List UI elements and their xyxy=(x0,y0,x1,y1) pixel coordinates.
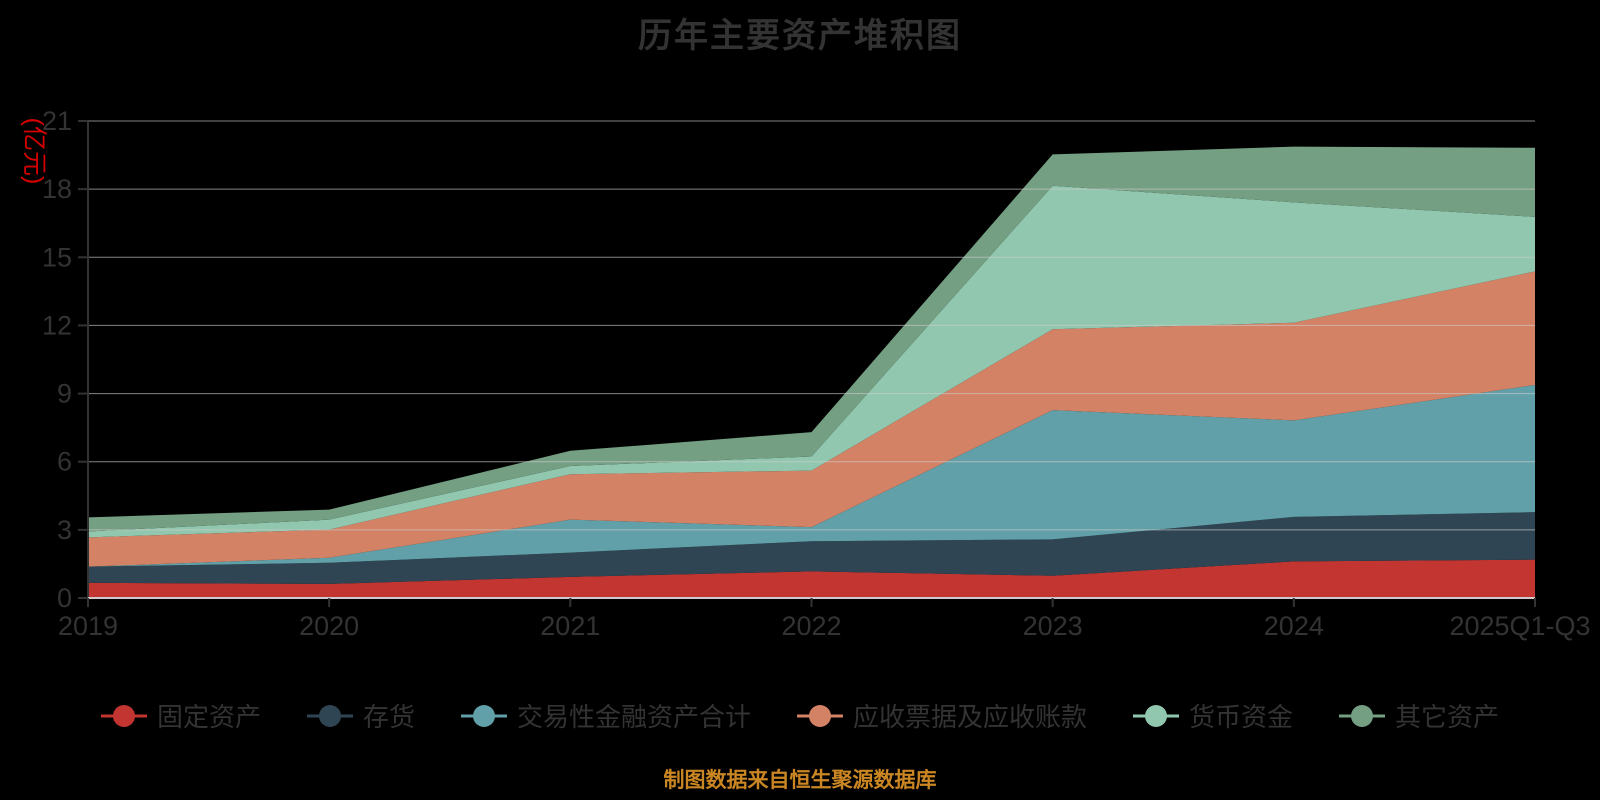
area-应收票据及应收账款 xyxy=(88,271,1535,567)
legend-label: 应收票据及应收账款 xyxy=(853,702,1088,732)
legend-marker-icon xyxy=(100,704,147,727)
legend-item-应收票据及应收账款[interactable]: 应收票据及应收账款 xyxy=(797,697,1087,734)
legend-label: 固定资产 xyxy=(156,702,261,732)
x-tick-label: 2019 xyxy=(58,611,118,641)
x-tick-label: 2023 xyxy=(1023,611,1083,641)
legend-item-交易性金融资产合计[interactable]: 交易性金融资产合计 xyxy=(460,697,751,734)
legend-marker-icon xyxy=(797,704,843,727)
legend-marker-icon xyxy=(1339,704,1386,727)
area-交易性金融资产合计 xyxy=(88,384,1535,567)
y-tick-label: 15 xyxy=(42,242,72,272)
legend-label: 货币资金 xyxy=(1189,702,1294,732)
footer-note: 制图数据来自恒生聚源数据库 xyxy=(663,769,937,792)
x-tick-label: 2024 xyxy=(1264,611,1324,641)
x-tick-label: 2022 xyxy=(781,611,841,641)
y-tick-label: 12 xyxy=(42,310,72,340)
legend-marker-icon xyxy=(460,704,507,727)
legend: 固定资产 存货 交易性金融资产合计 应收票据及应收账款 货币资金 其它资产 xyxy=(0,697,1600,734)
y-tick-label: 0 xyxy=(57,583,72,613)
legend-label: 交易性金融资产合计 xyxy=(516,702,751,732)
chart-title: 历年主要资产堆积图 xyxy=(638,17,962,55)
legend-item-货币资金[interactable]: 货币资金 xyxy=(1133,697,1293,734)
legend-marker-icon xyxy=(1133,704,1180,727)
legend-marker-icon xyxy=(306,704,353,727)
x-tick-label: 2021 xyxy=(540,611,600,641)
x-tick-label: 2025Q1-Q3 xyxy=(1449,611,1590,641)
y-tick-label: 21 xyxy=(42,106,72,136)
legend-label: 存货 xyxy=(362,702,415,732)
y-tick-label: 18 xyxy=(42,174,72,204)
x-tick-label: 2020 xyxy=(299,611,359,641)
y-tick-label: 3 xyxy=(57,515,72,545)
y-tick-label: 9 xyxy=(57,379,72,409)
legend-item-存货[interactable]: 存货 xyxy=(306,697,415,734)
y-tick-label: 6 xyxy=(57,447,72,477)
area-货币资金 xyxy=(88,185,1535,538)
area-其它资产 xyxy=(88,146,1535,532)
legend-item-固定资产[interactable]: 固定资产 xyxy=(100,697,261,734)
area-固定资产 xyxy=(88,559,1535,598)
legend-item-其它资产[interactable]: 其它资产 xyxy=(1339,697,1499,734)
legend-label: 其它资产 xyxy=(1395,702,1500,732)
